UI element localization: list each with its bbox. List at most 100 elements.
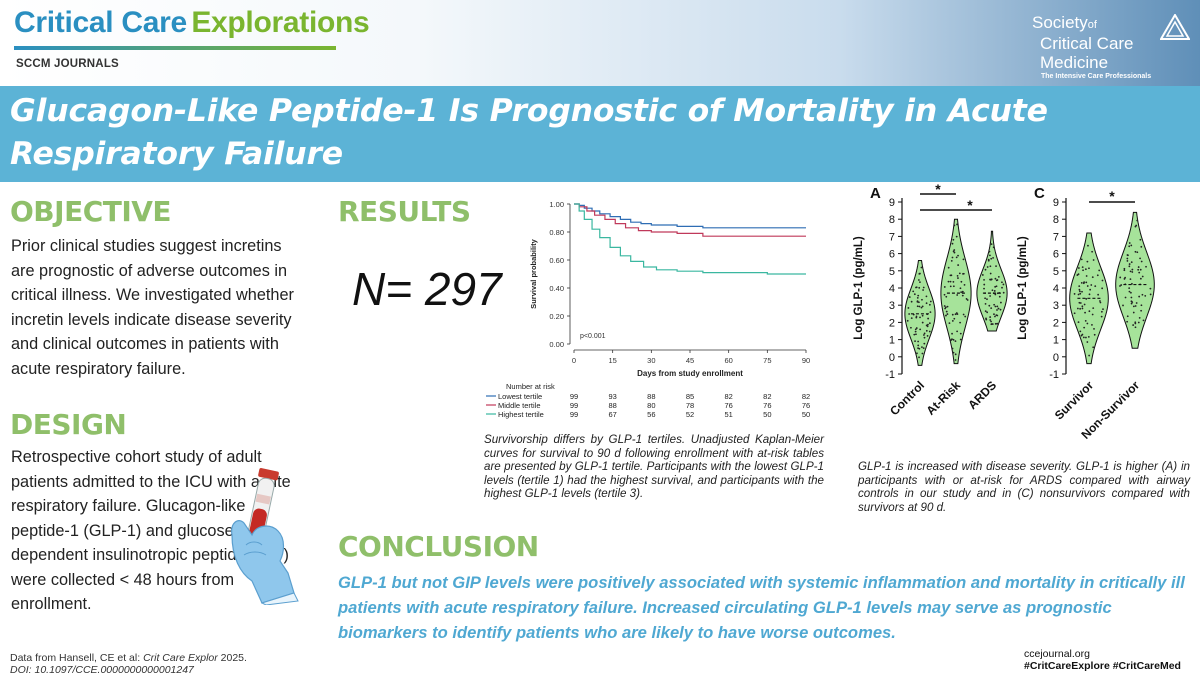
violin-point xyxy=(1083,326,1086,329)
violin-y-tick-label: 5 xyxy=(889,266,895,278)
title-banner: Glucagon-Like Peptide-1 Is Prognostic of… xyxy=(0,86,1200,182)
km-risk-row-label: Middle tertile xyxy=(498,401,541,410)
violin-point xyxy=(1130,291,1132,294)
violin-point xyxy=(1126,260,1129,262)
km-caption: Survivorship differs by GLP-1 tertiles. … xyxy=(484,433,824,500)
violin-point xyxy=(1097,293,1100,296)
violin-point xyxy=(993,290,996,292)
violin-point xyxy=(996,322,999,325)
violin-y-tick-label: 4 xyxy=(889,283,895,295)
violin-point xyxy=(996,309,998,311)
violin-point xyxy=(1132,311,1135,314)
journal-subtitle: SCCM JOURNALS xyxy=(16,58,119,70)
violin-y-tick-label: 6 xyxy=(1053,249,1059,261)
violin-point xyxy=(906,319,909,322)
violin-point xyxy=(989,272,992,275)
violin-point xyxy=(914,328,917,331)
violin-point xyxy=(915,327,918,329)
violin-point xyxy=(922,347,925,349)
violin-point xyxy=(914,330,917,333)
violin-point xyxy=(1102,308,1104,311)
violin-point xyxy=(1128,242,1131,244)
violin-point xyxy=(959,321,962,324)
violin-point xyxy=(1131,268,1134,271)
violin-point xyxy=(928,303,931,306)
violin-point xyxy=(996,314,999,317)
violin-point xyxy=(1085,336,1087,339)
violin-point xyxy=(1138,316,1141,319)
violin-point xyxy=(961,290,964,293)
violin-point xyxy=(927,323,929,326)
violin-point xyxy=(1098,269,1101,272)
violin-point xyxy=(1134,326,1137,329)
violin-point xyxy=(923,336,926,339)
violin-point xyxy=(990,257,993,260)
violin-point xyxy=(959,287,962,290)
km-risk-title: Number at risk xyxy=(506,382,555,391)
violin-point xyxy=(963,283,966,286)
violin-point xyxy=(995,265,997,268)
violin-point xyxy=(1099,300,1101,302)
objective-text: Prior clinical studies suggest incretins… xyxy=(11,237,294,378)
violin-point xyxy=(919,281,921,284)
violin-point xyxy=(921,314,924,317)
violin-point xyxy=(1140,260,1143,263)
violin-point xyxy=(959,332,962,335)
violin-point xyxy=(1149,293,1152,296)
violin-point xyxy=(959,338,962,341)
violin-point xyxy=(1134,250,1137,253)
violin-point xyxy=(1082,269,1084,272)
violin-point xyxy=(943,305,946,307)
violin-point xyxy=(1081,266,1084,269)
violin-point xyxy=(1087,335,1090,338)
violin-point xyxy=(953,249,956,251)
violin-point xyxy=(989,319,992,321)
violin-point xyxy=(951,332,953,335)
violin-point xyxy=(1126,315,1129,318)
violin-point xyxy=(915,286,917,289)
violin-point xyxy=(919,316,921,319)
violin-point xyxy=(921,321,924,324)
km-y-tick-label: 1.00 xyxy=(549,200,564,209)
violin-point xyxy=(1138,271,1141,274)
hashtags[interactable]: #CritCareExplore #CritCareMed xyxy=(1024,660,1181,672)
violin-point xyxy=(951,347,954,350)
violin-point xyxy=(1100,315,1103,318)
journal-url-link[interactable]: ccejournal.org xyxy=(1024,648,1090,660)
violin-point xyxy=(1081,307,1084,310)
violin-point xyxy=(988,304,991,307)
violin-point xyxy=(1136,219,1139,222)
violin-point xyxy=(1079,307,1082,310)
violin-point xyxy=(1091,323,1093,326)
violin-shape xyxy=(976,230,1008,332)
violin-point xyxy=(1077,321,1080,324)
journal-logo[interactable]: Critical Care Explorations xyxy=(14,6,370,40)
violin-point xyxy=(990,307,993,310)
violin-point xyxy=(922,286,925,289)
violin-point xyxy=(1084,311,1086,314)
violin-point xyxy=(925,302,928,305)
violin-point xyxy=(1081,290,1083,293)
violin-y-tick-label: 9 xyxy=(889,197,895,209)
violin-point xyxy=(923,332,926,335)
violin-point xyxy=(1085,298,1088,300)
violin-point xyxy=(913,293,916,296)
violin-point xyxy=(997,275,1000,278)
violin-point xyxy=(1122,304,1124,307)
violin-point xyxy=(1135,302,1138,304)
violin-point xyxy=(916,305,919,308)
sccm-triangle-icon xyxy=(1160,14,1190,40)
objective-heading: OBJECTIVE xyxy=(10,195,172,228)
violin-point xyxy=(915,333,917,336)
sccm-logo-line1: Society xyxy=(1032,13,1088,32)
violin-point xyxy=(1001,281,1003,284)
violin-point xyxy=(987,259,990,262)
sccm-logo[interactable]: Societyof Critical Care Medicine The Int… xyxy=(1032,13,1192,81)
violin-point xyxy=(1079,330,1082,333)
km-risk-value: 50 xyxy=(802,410,810,419)
km-p-value: p<0.001 xyxy=(580,333,606,340)
violin-point xyxy=(1139,257,1141,260)
violin-y-tick-label: 7 xyxy=(889,231,895,243)
violin-point xyxy=(1079,292,1082,295)
violin-point xyxy=(1128,263,1131,265)
